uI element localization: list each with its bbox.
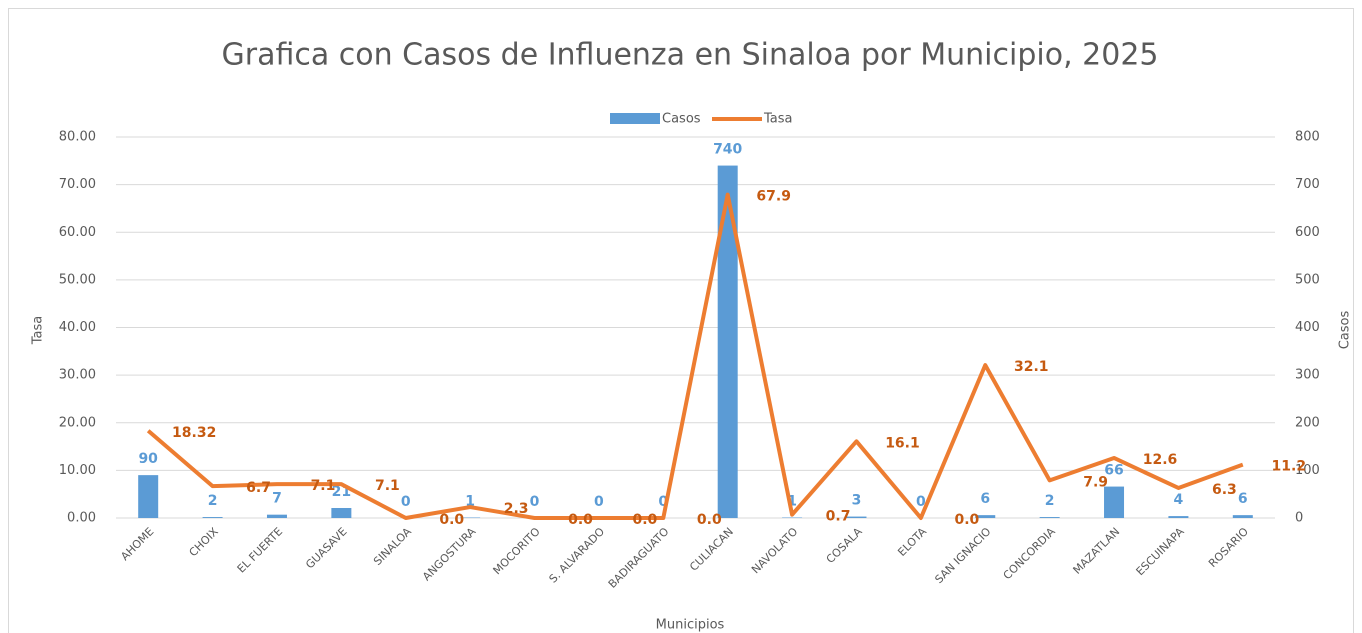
line-value-label: 6.3 [1212,482,1237,498]
bar-value-label: 6 [1238,491,1248,507]
line-value-label: 0.7 [826,509,851,525]
line-value-label: 0.0 [633,512,658,528]
y2-tick-label: 500 [1295,272,1320,287]
line [146,192,1244,520]
bar [1232,515,1253,518]
line-value-label: 0.0 [568,512,593,528]
line-value-label: 7.9 [1083,474,1108,490]
line-value-label: 7.1 [311,478,336,494]
y2-axis-label: Casos [1338,311,1353,350]
chart-title: Grafica con Casos de Influenza en Sinalo… [222,38,1159,73]
line-value-label: 16.1 [885,435,920,451]
bar [975,515,996,518]
line-value-label: 18.32 [172,425,216,441]
bar-value-label: 3 [852,493,862,509]
line-value-label: 12.6 [1143,452,1178,468]
bar [202,517,223,518]
line-value-label: 7.1 [375,478,400,494]
y2-tick-label: 200 [1295,415,1320,430]
line-value-label: 32.1 [1014,359,1049,375]
y-tick-label: 70.00 [59,177,96,192]
bar-value-label: 90 [138,451,158,467]
y2-tick-label: 400 [1295,320,1320,335]
bar-value-label: 4 [1174,492,1184,508]
bar [1168,516,1189,518]
bar-value-label: 0 [916,494,926,510]
bar [266,514,287,518]
line-value-label: 11.2 [1272,459,1307,475]
bar [331,507,352,518]
line-value-label: 6.7 [246,480,271,496]
line-value-label: 67.9 [756,189,791,205]
bar-value-label: 0 [658,494,668,510]
line-value-label: 0.0 [954,512,979,528]
bar-value-label: 0 [594,494,604,510]
bar-value-label: 1 [465,494,475,510]
bar-value-label: 0 [401,494,411,510]
y2-tick-label: 600 [1295,225,1320,240]
bar [846,516,867,518]
y-axis-label: Tasa [31,316,46,346]
bar-value-label: 7 [272,491,282,507]
bar-value-label: 66 [1104,463,1123,479]
y2-tick-label: 0 [1295,511,1303,526]
y-tick-label: 80.00 [59,130,96,145]
y-tick-label: 20.00 [59,415,96,430]
legend-label: Casos [662,112,701,127]
y-tick-label: 10.00 [59,463,96,478]
bar-value-label: 740 [713,142,742,158]
y2-tick-label: 300 [1295,368,1320,383]
legend-swatch [610,113,660,124]
y2-tick-label: 800 [1295,130,1320,145]
x-axis-label: Municipios [656,618,725,633]
bar-value-label: 0 [530,494,540,510]
y-tick-label: 60.00 [59,225,96,240]
bar-value-label: 6 [980,491,990,507]
y-tick-label: 50.00 [59,272,96,287]
line-value-label: 0.0 [697,512,722,528]
line-value-label: 0.0 [439,512,464,528]
y-tick-label: 40.00 [59,320,96,335]
y2-tick-label: 100 [1295,463,1320,478]
y-tick-label: 30.00 [59,368,96,383]
bar-value-label: 2 [208,493,218,509]
bar-value-label: 2 [1045,493,1055,509]
y-tick-label: 0.00 [67,511,96,526]
bar-value-label: 1 [787,494,797,510]
legend-label: Tasa [763,112,793,127]
y2-tick-label: 700 [1295,177,1320,192]
bar [717,165,738,518]
bar [1039,517,1060,518]
bar [1104,486,1125,518]
line-value-label: 2.3 [504,501,529,517]
bar [138,475,159,518]
chart-border [8,8,1354,633]
